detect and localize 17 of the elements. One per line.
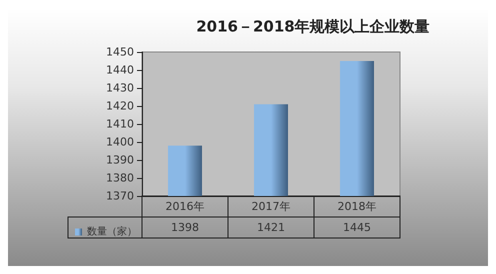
y-tick-label: 1420	[106, 100, 134, 112]
data-label: 1398	[171, 221, 199, 234]
data-label: 1421	[257, 221, 285, 234]
legend-label: 数量（家）	[87, 226, 137, 238]
x-tick-label: 2018年	[338, 200, 376, 213]
y-tick-label: 1370	[106, 190, 134, 202]
x-tick-label: 2017年	[252, 200, 290, 213]
y-tick-label: 1400	[106, 136, 134, 148]
y-tick-label: 1440	[106, 64, 134, 76]
chart-title: 2016－2018年规模以上企业数量	[196, 18, 430, 36]
x-tick-label: 2016年	[166, 200, 204, 213]
y-tick-label: 1410	[106, 118, 134, 130]
y-tick-label: 1390	[106, 154, 134, 166]
y-tick-label: 1430	[106, 82, 134, 94]
y-tick-label: 1380	[106, 172, 134, 184]
y-tick-label: 1450	[106, 46, 134, 58]
data-label: 1445	[343, 221, 371, 234]
